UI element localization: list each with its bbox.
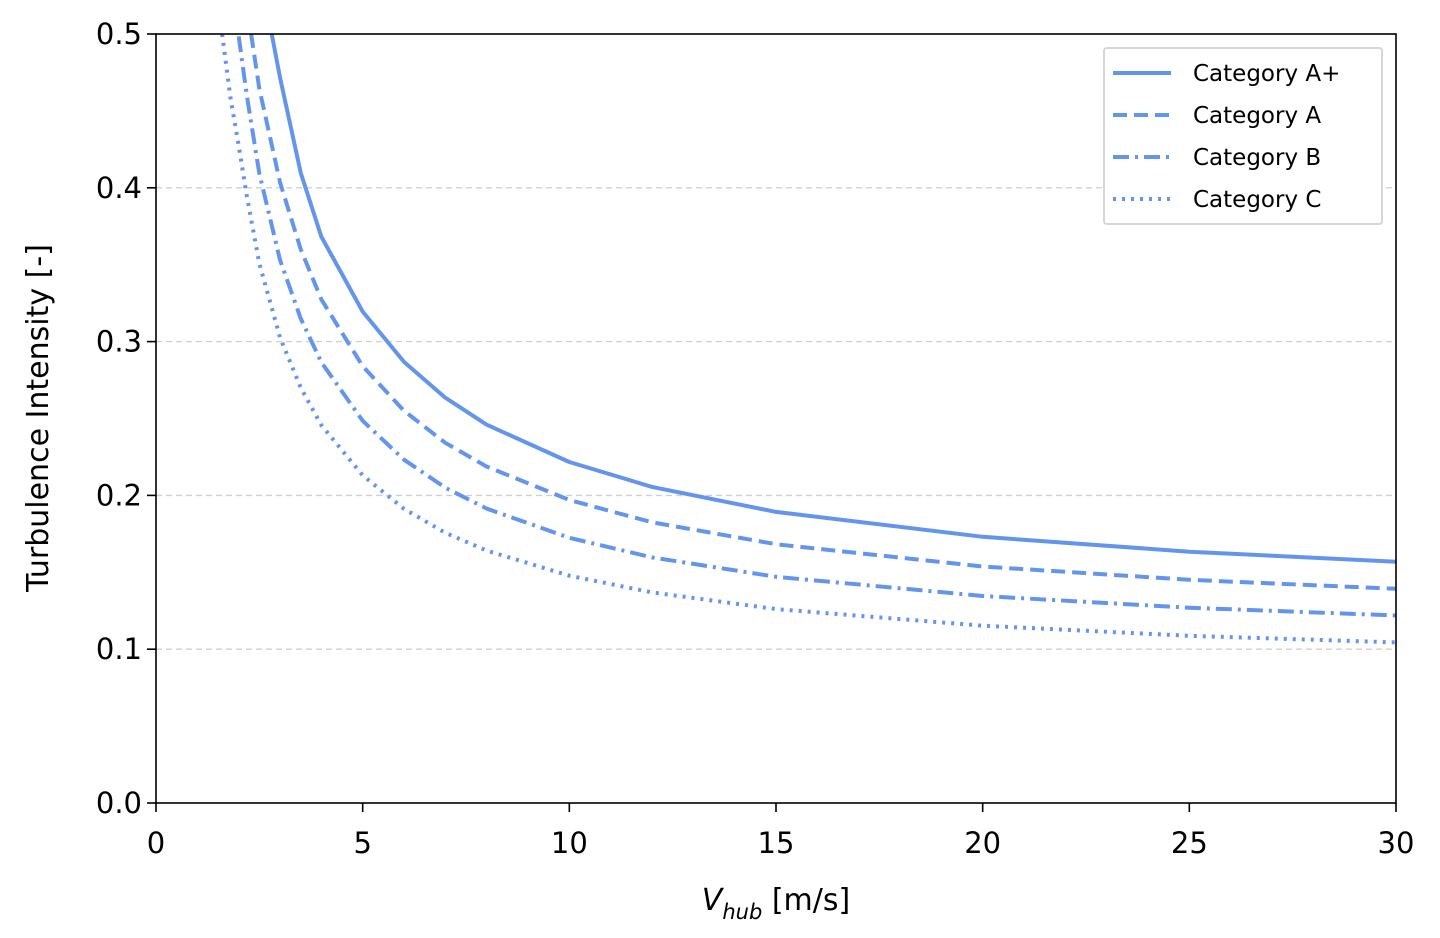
legend-label: Category C [1193,187,1321,213]
legend-frame [1103,47,1383,225]
x-tick-label: 30 [1378,826,1415,860]
x-tick-label: 10 [551,826,588,860]
x-axis-label: Vhub [m/s] [702,883,850,924]
series-lines [220,34,1396,645]
legend-label: Category B [1193,145,1321,171]
y-axis-ticks: 0.0 0.1 0.2 0.3 0.4 0.5 [96,17,156,820]
legend-label: Category A [1193,103,1321,129]
series-line [249,34,1396,591]
series-line [236,36,1396,618]
series-line [220,34,1396,645]
y-tick-label: 0.5 [96,17,142,51]
legend-label: Category A+ [1193,61,1340,87]
x-tick-label: 0 [147,826,165,860]
y-axis-label: Turbulence Intensity [-] [21,244,56,593]
x-axis-ticks: 0 5 10 15 20 25 30 [147,803,1415,860]
x-tick-label: 15 [758,826,795,860]
series-line [269,34,1396,564]
y-tick-label: 0.2 [96,478,142,512]
y-tick-label: 0.1 [96,632,142,666]
x-tick-label: 20 [964,826,1001,860]
x-tick-label: 5 [353,826,371,860]
y-tick-label: 0.0 [96,786,142,820]
legend: Category A+ Category A Category B Category … [1103,47,1383,225]
y-tick-label: 0.3 [96,325,142,359]
y-tick-label: 0.4 [96,171,142,205]
x-tick-label: 25 [1171,826,1208,860]
